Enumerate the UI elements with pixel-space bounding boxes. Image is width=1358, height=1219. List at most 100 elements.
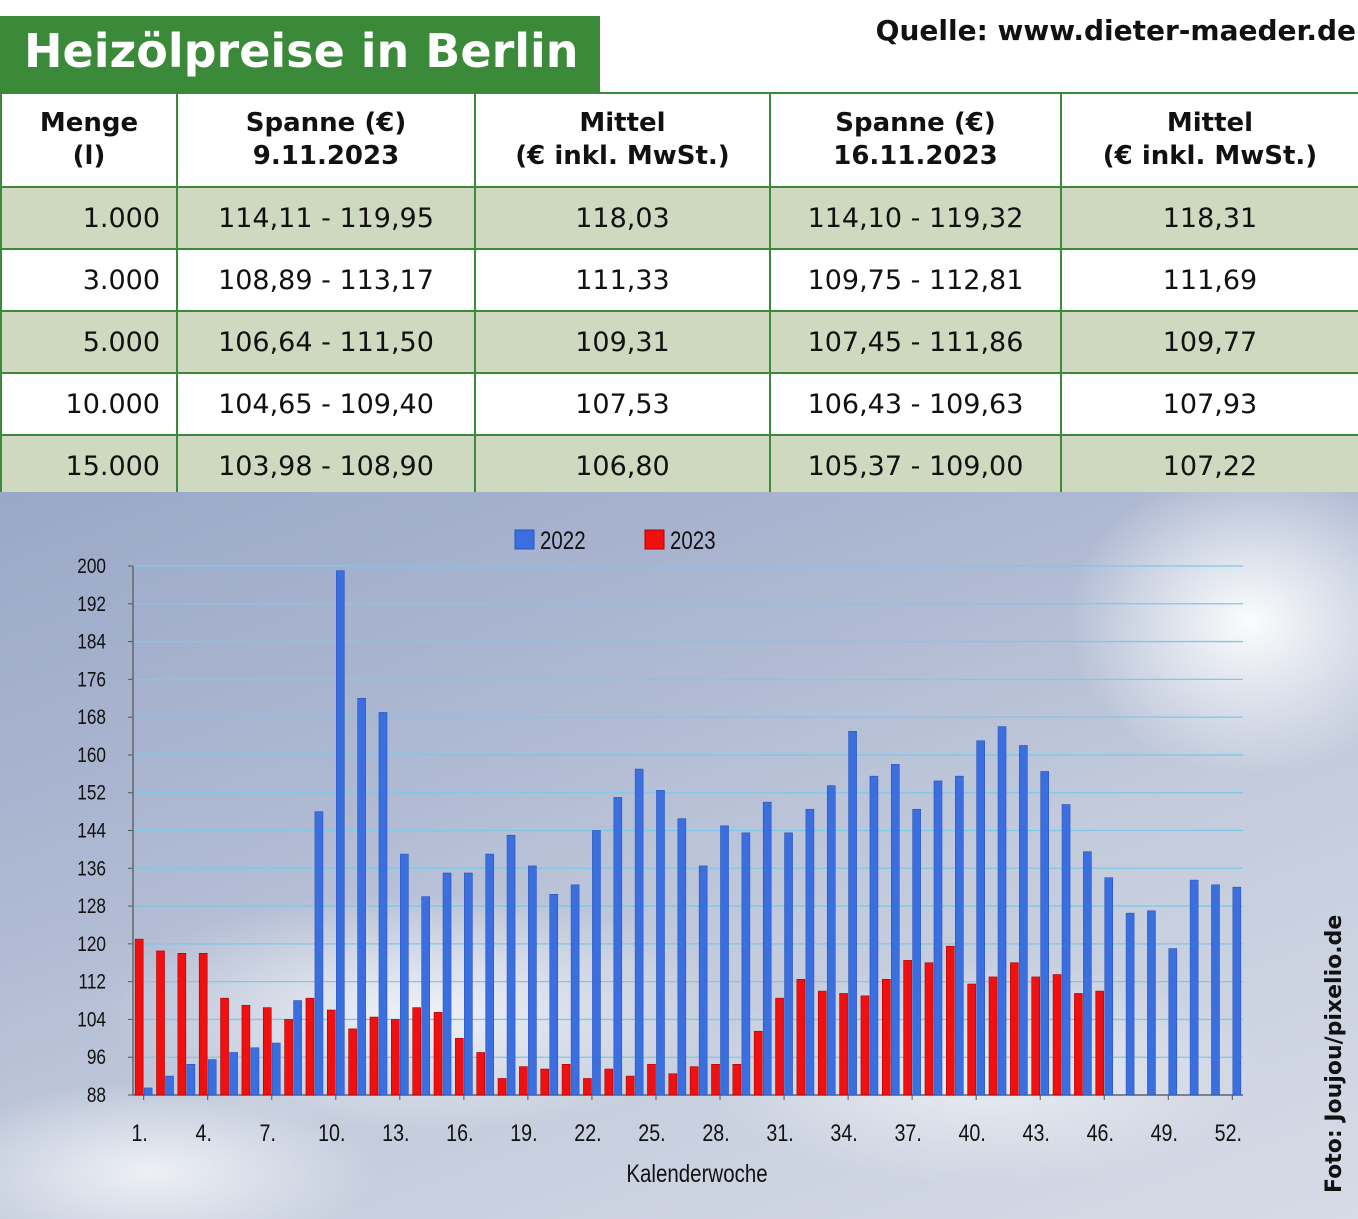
bar-2023-week-2 — [156, 950, 165, 1096]
table-cell: 107,45 - 111,86 — [769, 310, 1062, 374]
bar-2023-week-43 — [1031, 976, 1041, 1096]
bar-2023-week-41 — [988, 976, 998, 1096]
bar-2022-week-33 — [826, 785, 836, 1096]
bar-2023-week-33 — [817, 990, 827, 1096]
bar-2022-week-51 — [1211, 884, 1220, 1096]
column-header-spanne-1: Spanne (€) 9.11.2023 — [176, 92, 476, 188]
y-tick-label: 104 — [77, 1009, 106, 1032]
table-cell: 118,31 — [1060, 186, 1358, 250]
bar-2023-week-38 — [924, 962, 934, 1096]
x-tick-label: 13. — [382, 1119, 409, 1146]
x-tick-label: 4. — [196, 1119, 212, 1146]
bar-2022-week-31 — [784, 832, 793, 1096]
column-header-mittel-1: Mittel (€ inkl. MwSt.) — [474, 92, 771, 188]
x-tick-label: 1. — [131, 1119, 147, 1146]
column-header-mittel-2: Mittel (€ inkl. MwSt.) — [1060, 92, 1358, 188]
bar-2022-week-4 — [207, 1059, 217, 1096]
y-tick-label: 152 — [77, 782, 106, 805]
bar-2023-week-8 — [284, 1019, 293, 1096]
x-tick-label: 16. — [446, 1119, 473, 1146]
x-tick-label: 7. — [260, 1119, 276, 1146]
bar-2023-week-3 — [177, 953, 187, 1096]
bar-2022-week-50 — [1189, 879, 1199, 1096]
bar-2022-week-17 — [485, 853, 495, 1096]
y-tick-label: 184 — [77, 631, 106, 654]
table-cell: 109,75 - 112,81 — [769, 248, 1062, 312]
bar-chart: 200 192 184 176 168 160 152 144 136 128 120 112 104 9… — [77, 526, 1243, 1187]
bar-2022-week-39 — [955, 775, 964, 1096]
bar-2022-week-8 — [293, 1000, 302, 1096]
table-cell: 114,10 - 119,32 — [769, 186, 1062, 250]
table-cell: 105,37 - 109,00 — [769, 434, 1062, 498]
bar-2022-week-15 — [442, 872, 452, 1096]
bar-2022-week-11 — [357, 697, 366, 1096]
bar-2022-week-27 — [698, 865, 708, 1096]
bar-2023-week-10 — [326, 1009, 336, 1096]
bar-2023-week-44 — [1052, 974, 1062, 1096]
bar-2023-week-5 — [220, 997, 229, 1096]
bar-2022-week-46 — [1104, 877, 1114, 1096]
bar-2022-week-30 — [762, 801, 772, 1096]
bar-2023-week-31 — [775, 997, 784, 1096]
bar-2023-week-20 — [540, 1068, 550, 1096]
table-cell: 107,93 — [1060, 372, 1358, 436]
table-cell: 103,98 - 108,90 — [176, 434, 476, 498]
table-cell: 118,03 — [474, 186, 771, 250]
y-tick-label: 120 — [77, 933, 106, 956]
legend-label-2022: 2022 — [540, 526, 586, 554]
y-tick-label: 144 — [77, 820, 106, 843]
bar-2022-week-22 — [592, 830, 601, 1096]
y-tick-label: 200 — [77, 556, 106, 579]
bar-2022-week-45 — [1083, 851, 1092, 1096]
bar-2023-week-35 — [860, 995, 870, 1096]
y-tick-label: 192 — [77, 593, 106, 616]
x-tick-label: 40. — [958, 1119, 985, 1146]
bar-2022-week-16 — [464, 872, 473, 1096]
bar-2023-week-27 — [689, 1066, 699, 1096]
price-table: Menge (l) Spanne (€) 9.11.2023 Mittel (€ in… — [0, 92, 1358, 498]
bar-2022-week-29 — [741, 832, 751, 1096]
bar-2023-week-34 — [839, 993, 848, 1096]
bar-2023-week-7 — [262, 1007, 272, 1096]
bar-2023-week-18 — [497, 1078, 507, 1096]
table-cell: 10.000 — [0, 372, 178, 436]
table-cell: 106,80 — [474, 434, 771, 498]
photo-credit: Foto: Joujou/pixelio.de — [1322, 914, 1347, 1193]
table-row: 3.000 108,89 - 113,17 111,33 109,75 - 11… — [0, 248, 1358, 312]
bar-2023-week-6 — [241, 1004, 251, 1096]
table-row: 5.000 106,64 - 111,50 109,31 107,45 - 11… — [0, 310, 1358, 374]
x-tick-label: 10. — [318, 1119, 345, 1146]
bar-2022-week-3 — [186, 1063, 196, 1096]
bar-2023-week-14 — [412, 1007, 421, 1096]
bar-2022-week-37 — [912, 808, 921, 1096]
table-row: 1.000 114,11 - 119,95 118,03 114,10 - 11… — [0, 186, 1358, 250]
bar-2022-week-44 — [1061, 804, 1071, 1096]
bar-2022-week-32 — [805, 808, 815, 1096]
table-cell: 104,65 - 109,40 — [176, 372, 476, 436]
x-tick-label: 28. — [702, 1119, 729, 1146]
bar-2023-week-45 — [1074, 993, 1083, 1096]
bar-2023-week-15 — [433, 1012, 443, 1096]
y-tick-label: 176 — [77, 669, 106, 692]
bar-2022-week-2 — [165, 1075, 174, 1096]
bar-2023-week-46 — [1095, 990, 1105, 1096]
bar-2023-week-9 — [305, 997, 315, 1096]
bar-2022-week-43 — [1040, 771, 1050, 1096]
x-tick-label: 43. — [1023, 1119, 1050, 1146]
y-tick-label: 88 — [87, 1085, 106, 1108]
bar-2022-week-36 — [890, 764, 900, 1096]
x-tick-label: 25. — [638, 1119, 665, 1146]
table-cell: 109,77 — [1060, 310, 1358, 374]
y-tick-label: 136 — [77, 858, 106, 881]
bar-2023-week-4 — [198, 953, 208, 1096]
bar-2023-week-17 — [476, 1052, 486, 1096]
bar-2023-week-29 — [732, 1063, 742, 1096]
table-row: 15.000 103,98 - 108,90 106,80 105,37 - 1… — [0, 434, 1358, 498]
table-cell: 108,89 - 113,17 — [176, 248, 476, 312]
title-banner: Heizölpreise in Berlin — [0, 16, 600, 92]
y-tick-label: 112 — [79, 971, 106, 994]
bar-2023-week-30 — [753, 1030, 763, 1096]
x-tick-label: 22. — [574, 1119, 601, 1146]
bar-2022-week-23 — [613, 797, 623, 1096]
x-tick-label: 37. — [894, 1119, 921, 1146]
